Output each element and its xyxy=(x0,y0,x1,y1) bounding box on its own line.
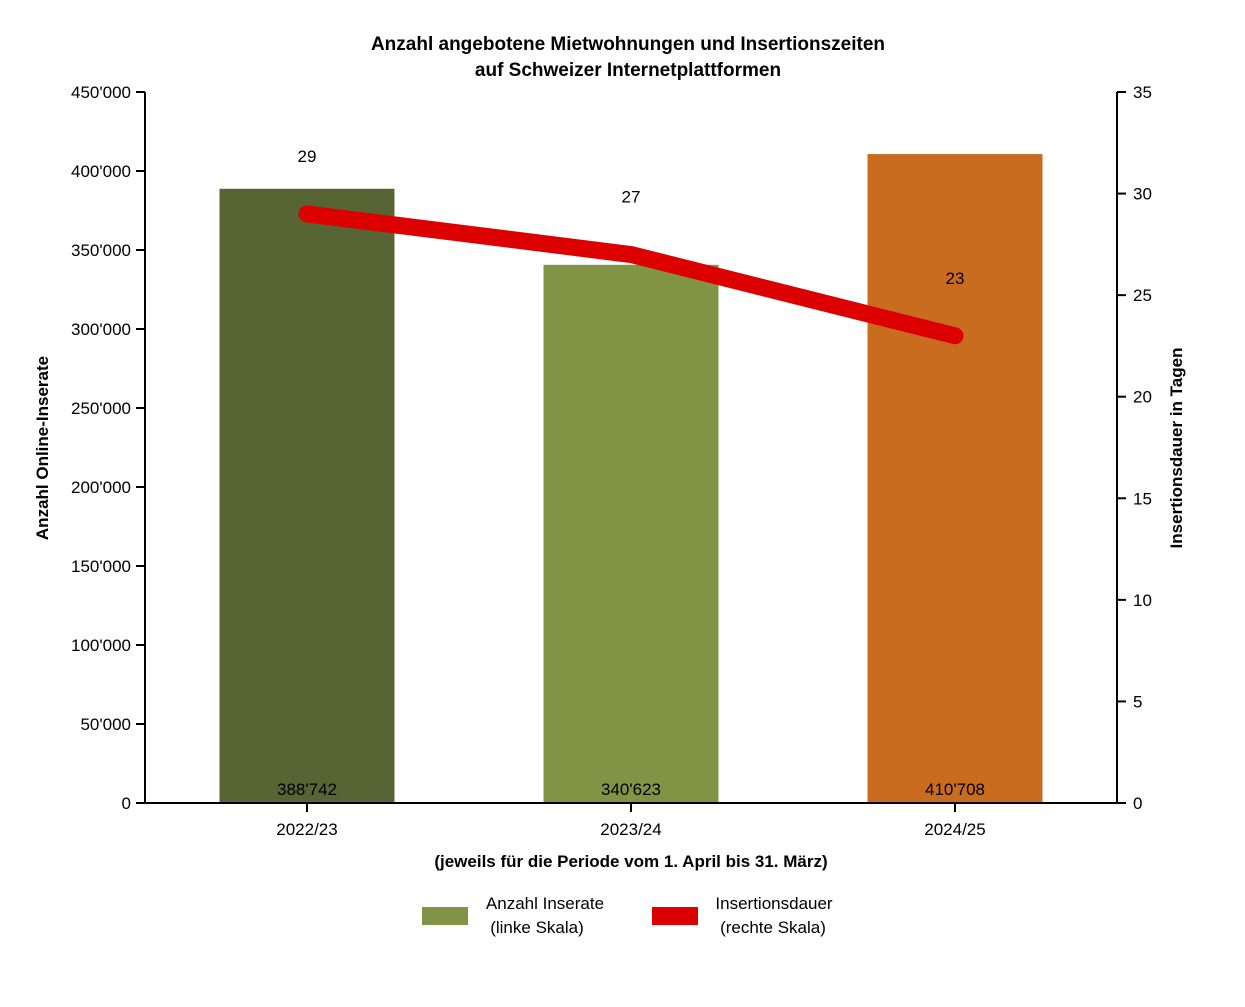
right-tick-label: 20 xyxy=(1133,388,1152,407)
line-point xyxy=(954,334,956,337)
line-value-label: 23 xyxy=(946,269,965,288)
bar-value-label: 340'623 xyxy=(601,780,661,799)
left-tick-label: 100'000 xyxy=(71,636,131,655)
left-tick-label: 350'000 xyxy=(71,241,131,260)
bar-value-label: 388'742 xyxy=(277,780,337,799)
bar-2024-25 xyxy=(867,154,1043,803)
chart-title-line-1: Anzahl angebotene Mietwohnungen und Inse… xyxy=(371,34,885,55)
left-tick-label: 250'000 xyxy=(71,399,131,418)
line-value-label: 29 xyxy=(298,147,317,166)
x-tick-label: 2022/23 xyxy=(276,820,337,839)
legend-label-line-line-2: (rechte Skala) xyxy=(720,918,826,937)
legend-label-bars-line-1: Anzahl Inserate xyxy=(486,894,604,913)
bar-2023-24 xyxy=(543,264,719,803)
bar-value-label: 410'708 xyxy=(925,780,985,799)
right-axis-ticks: 0 5 10 15 20 25 30 35 xyxy=(1117,83,1152,813)
left-tick-label: 50'000 xyxy=(80,715,131,734)
y2-axis-label: Insertionsdauer in Tagen xyxy=(1167,348,1186,549)
x-tick-label: 2024/25 xyxy=(924,820,985,839)
bar-labels: 388'742 340'623 410'708 xyxy=(277,780,985,799)
x-tick-label: 2023/24 xyxy=(600,820,661,839)
line-point xyxy=(630,253,632,256)
right-tick-label: 15 xyxy=(1133,489,1152,508)
right-tick-label: 0 xyxy=(1133,794,1142,813)
right-tick-label: 35 xyxy=(1133,83,1152,102)
legend: Anzahl Inserate (linke Skala) Insertions… xyxy=(422,894,833,937)
left-tick-label: 150'000 xyxy=(71,557,131,576)
right-tick-label: 25 xyxy=(1133,286,1152,305)
bar-2022-23 xyxy=(219,188,395,803)
line-labels: 29 27 23 xyxy=(298,147,965,337)
bars xyxy=(219,154,1043,803)
right-tick-label: 10 xyxy=(1133,591,1152,610)
left-tick-label: 0 xyxy=(122,794,131,813)
x-axis-ticks: 2022/23 2023/24 2024/25 xyxy=(276,803,986,839)
left-tick-label: 200'000 xyxy=(71,478,131,497)
right-tick-label: 30 xyxy=(1133,185,1152,204)
left-axis-ticks: 0 50'000 100'000 150'000 200'000 250'000 300'0… xyxy=(71,83,145,813)
chart-title: Anzahl angebotene Mietwohnungen und Inse… xyxy=(371,34,885,81)
left-tick-label: 450'000 xyxy=(71,83,131,102)
legend-swatch-bars xyxy=(422,907,468,925)
y-axis-label: Anzahl Online-Inserate xyxy=(33,356,52,540)
chart-title-line-2: auf Schweizer Internetplattformen xyxy=(475,60,781,81)
left-tick-label: 400'000 xyxy=(71,162,131,181)
legend-label-bars-line-2: (linke Skala) xyxy=(490,918,584,937)
legend-swatch-line xyxy=(652,907,698,925)
line-point xyxy=(306,212,308,215)
legend-label-line-line-1: Insertionsdauer xyxy=(715,894,833,913)
left-tick-label: 300'000 xyxy=(71,320,131,339)
right-tick-label: 5 xyxy=(1133,692,1142,711)
line-value-label: 27 xyxy=(622,188,641,207)
x-axis-label: (jeweils für die Periode vom 1. April bi… xyxy=(434,852,827,871)
